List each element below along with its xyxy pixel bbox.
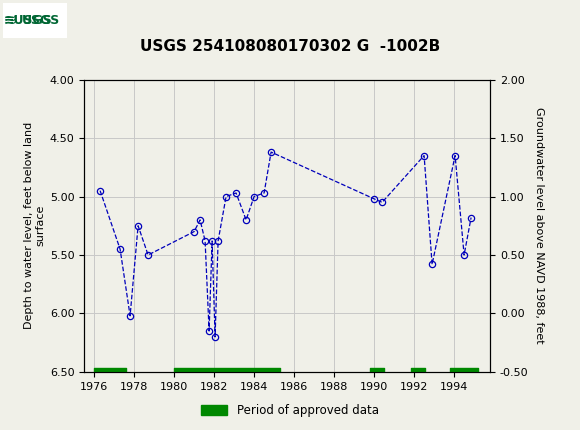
- Text: ≋: ≋: [3, 13, 16, 28]
- Text: USGS: USGS: [22, 14, 60, 27]
- Y-axis label: Groundwater level above NAVD 1988, feet: Groundwater level above NAVD 1988, feet: [534, 108, 544, 344]
- Legend: Period of approved data: Period of approved data: [197, 399, 383, 422]
- Text: ≡USGS: ≡USGS: [4, 14, 53, 27]
- Bar: [3, 3, 67, 37]
- Text: USGS 254108080170302 G  -1002B: USGS 254108080170302 G -1002B: [140, 39, 440, 54]
- Y-axis label: Depth to water level, feet below land
surface: Depth to water level, feet below land su…: [24, 122, 45, 329]
